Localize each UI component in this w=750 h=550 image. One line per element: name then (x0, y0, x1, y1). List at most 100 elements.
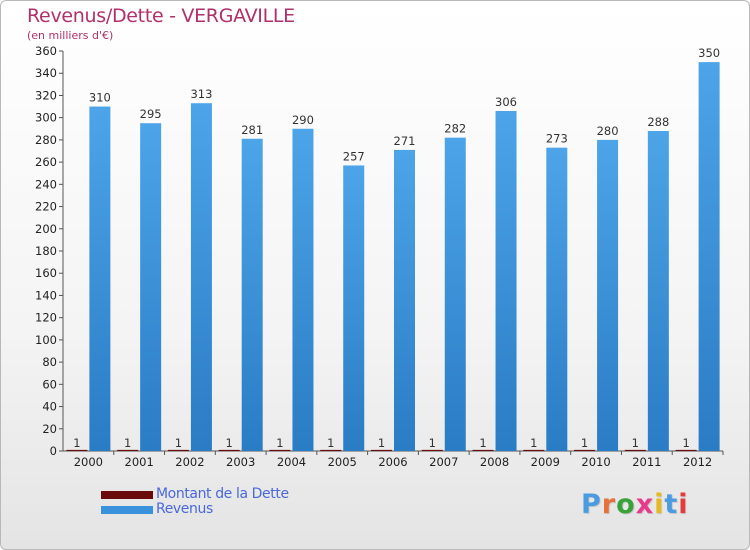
data-label-dette: 1 (124, 436, 131, 450)
data-label-revenus: 306 (495, 95, 517, 109)
data-label-dette: 1 (530, 436, 537, 450)
data-label-dette: 1 (175, 436, 182, 450)
y-tick-label: 120 (35, 311, 57, 325)
y-tick-label: 220 (35, 200, 57, 214)
logo-letter: i (654, 489, 665, 520)
x-tick-label: 2012 (683, 455, 712, 469)
data-label-revenus: 257 (343, 149, 365, 163)
x-tick-label: 2000 (74, 455, 103, 469)
x-tick-label: 2003 (226, 455, 255, 469)
bar-revenus (647, 131, 669, 451)
bar-dette (167, 449, 189, 451)
y-tick-label: 140 (35, 288, 57, 302)
data-label-dette: 1 (632, 436, 639, 450)
y-tick-label: 100 (35, 333, 57, 347)
bar-dette (371, 449, 392, 451)
x-tick-label: 2001 (125, 455, 154, 469)
x-tick-label: 2009 (531, 455, 560, 469)
x-tick-label: 2011 (632, 455, 661, 469)
y-tick-label: 200 (35, 222, 57, 236)
logo-letter: x (635, 489, 655, 520)
bar-dette (472, 449, 494, 451)
legend-swatch-revenus (101, 506, 153, 514)
y-tick-label: 340 (35, 66, 57, 80)
data-label-dette: 1 (429, 436, 436, 450)
bar-revenus (546, 147, 568, 451)
bar-dette (320, 449, 342, 451)
bar-revenus (140, 123, 162, 451)
x-tick-label: 2004 (277, 455, 306, 469)
y-tick-label: 40 (42, 400, 57, 414)
y-tick-label: 300 (35, 111, 57, 125)
bar-revenus (343, 165, 365, 451)
data-label-dette: 1 (479, 436, 486, 450)
data-label-revenus: 313 (190, 87, 212, 101)
logo-letter: o (616, 489, 636, 520)
chart-subtitle: (en milliers d'€) (27, 29, 114, 42)
x-tick-label: 2006 (378, 455, 407, 469)
data-label-dette: 1 (682, 436, 689, 450)
bar-revenus (89, 106, 111, 452)
legend-swatch-dette (101, 491, 153, 499)
legend-label-revenus: Revenus (156, 501, 213, 517)
x-tick-label: 2005 (328, 455, 357, 469)
data-label-dette: 1 (327, 436, 334, 450)
y-tick-label: 60 (42, 377, 57, 391)
data-label-dette: 1 (73, 436, 80, 450)
bar-revenus (241, 138, 263, 451)
data-label-revenus: 281 (241, 123, 263, 137)
bar-revenus (292, 128, 314, 451)
y-tick-label: 360 (35, 44, 57, 58)
data-label-revenus: 280 (597, 124, 619, 138)
data-label-revenus: 295 (140, 107, 162, 121)
bar-revenus (190, 103, 212, 451)
data-label-revenus: 290 (292, 113, 314, 127)
data-label-revenus: 310 (89, 91, 111, 105)
data-label-dette: 1 (581, 436, 588, 450)
bar-dette (269, 449, 291, 451)
x-tick-label: 2008 (480, 455, 509, 469)
data-label-revenus: 271 (394, 134, 416, 148)
data-label-dette: 1 (276, 436, 283, 450)
y-tick-label: 160 (35, 266, 57, 280)
y-tick-label: 80 (42, 355, 57, 369)
bar-revenus (495, 111, 517, 451)
y-tick-label: 180 (35, 244, 57, 258)
y-tick-label: 280 (35, 133, 57, 147)
logo-letter: r (601, 489, 617, 520)
bar-dette (66, 449, 88, 451)
data-label-revenus: 288 (647, 115, 669, 129)
logo-letter: P (581, 489, 602, 520)
data-label-dette: 1 (378, 436, 385, 450)
bar-dette (624, 449, 646, 451)
x-tick-label: 2002 (175, 455, 204, 469)
bar-dette (574, 449, 596, 451)
x-tick-label: 2007 (429, 455, 458, 469)
chart-title: Revenus/Dette - VERGAVILLE (27, 5, 295, 27)
bar-revenus (597, 139, 619, 451)
bar-dette (523, 449, 545, 451)
data-label-dette: 1 (226, 436, 233, 450)
bar-dette (117, 449, 139, 451)
proxiti-logo: Proxiti (581, 489, 689, 520)
x-tick-label: 2010 (581, 455, 610, 469)
data-label-revenus: 350 (698, 46, 720, 60)
bar-revenus (444, 137, 466, 451)
bar-revenus (698, 62, 720, 451)
y-tick-label: 320 (35, 88, 57, 102)
bar-revenus (394, 149, 415, 451)
y-tick-label: 20 (42, 422, 57, 436)
logo-letter: t (664, 489, 679, 520)
logo-letter: i (678, 489, 689, 520)
bar-dette (218, 449, 240, 451)
data-label-revenus: 273 (546, 132, 568, 146)
y-tick-label: 240 (35, 177, 57, 191)
bar-dette (675, 449, 697, 451)
y-tick-label: 0 (50, 444, 57, 458)
data-label-revenus: 282 (444, 122, 466, 136)
y-tick-label: 260 (35, 155, 57, 169)
legend-label-dette: Montant de la Dette (156, 486, 289, 502)
bar-dette (421, 449, 443, 451)
